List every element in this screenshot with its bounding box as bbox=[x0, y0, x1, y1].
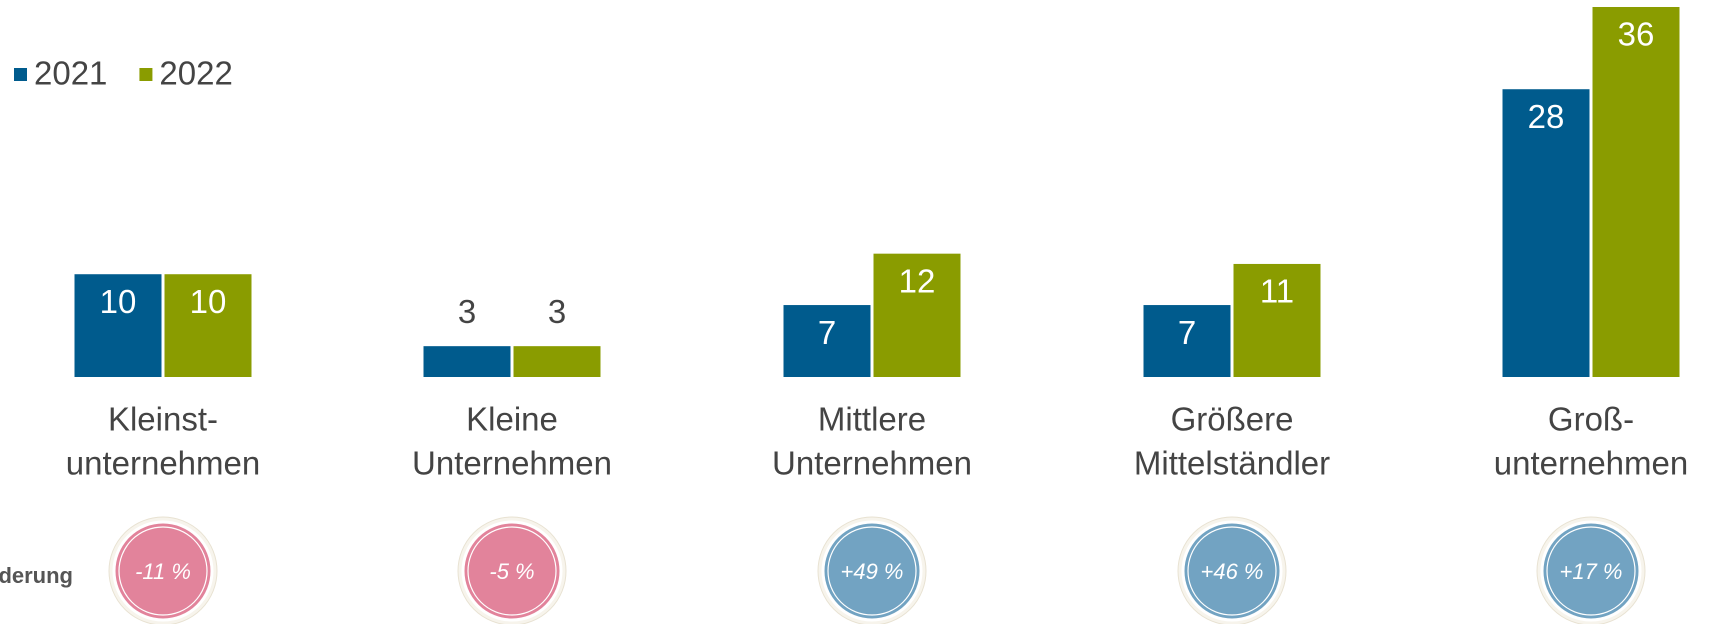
change-circle-inner bbox=[1187, 526, 1277, 616]
value-label: 10 bbox=[100, 283, 137, 320]
change-circle bbox=[461, 520, 563, 622]
value-label: 7 bbox=[818, 314, 836, 351]
change-circle-inner bbox=[467, 526, 557, 616]
value-label: 10 bbox=[190, 283, 227, 320]
bar bbox=[74, 274, 162, 377]
value-label: 3 bbox=[458, 293, 476, 330]
x-tick-label: Kleinst- bbox=[108, 401, 218, 438]
legend-label: 2021 bbox=[34, 55, 107, 92]
change-label: +17 % bbox=[1560, 559, 1623, 584]
x-tick-label: Unternehmen bbox=[412, 445, 612, 482]
value-label: 28 bbox=[1528, 98, 1565, 135]
legend-swatch bbox=[139, 68, 153, 81]
x-tick-label: Größere bbox=[1171, 401, 1294, 438]
change-label: -11 % bbox=[135, 559, 191, 584]
value-label: 11 bbox=[1260, 273, 1294, 310]
value-label: 12 bbox=[899, 262, 936, 299]
change-circle-inner bbox=[118, 526, 208, 616]
bar bbox=[1143, 305, 1231, 377]
bar bbox=[1592, 7, 1680, 377]
change-circle-inner bbox=[827, 526, 917, 616]
x-tick-label: Kleine bbox=[466, 401, 558, 438]
value-label: 3 bbox=[548, 293, 566, 330]
legend-label: 2022 bbox=[159, 55, 232, 92]
x-tick-label: unternehmen bbox=[1494, 445, 1688, 482]
change-circle bbox=[1540, 520, 1642, 622]
value-label: 7 bbox=[1178, 314, 1196, 351]
x-tick-label: Mittlere bbox=[818, 401, 926, 438]
change-label: +49 % bbox=[841, 559, 904, 584]
change-circle-inner bbox=[1546, 526, 1636, 616]
bar bbox=[783, 305, 871, 377]
change-title: Veränderung bbox=[0, 563, 73, 588]
x-tick-label: unternehmen bbox=[66, 445, 260, 482]
bar bbox=[164, 274, 252, 377]
x-tick-label: Unternehmen bbox=[772, 445, 972, 482]
legend-swatch bbox=[14, 68, 27, 81]
change-circle bbox=[821, 520, 923, 622]
bar bbox=[1233, 263, 1321, 377]
bar bbox=[513, 346, 601, 377]
bar bbox=[423, 346, 511, 377]
change-label: -5 % bbox=[489, 559, 534, 584]
bar bbox=[873, 253, 961, 377]
x-tick-label: Mittelständler bbox=[1134, 445, 1330, 482]
change-label: +46 % bbox=[1201, 559, 1264, 584]
change-circle bbox=[1181, 520, 1283, 622]
bar bbox=[1502, 89, 1590, 377]
x-tick-label: Groß- bbox=[1548, 401, 1634, 438]
change-circle bbox=[112, 520, 214, 622]
value-label: 36 bbox=[1618, 16, 1655, 53]
